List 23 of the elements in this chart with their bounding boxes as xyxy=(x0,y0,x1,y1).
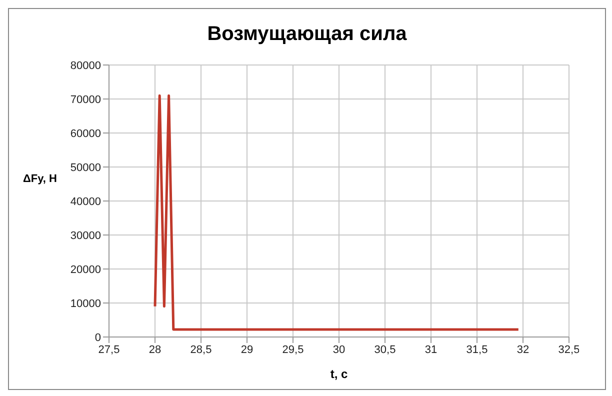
x-tick-label: 32,5 xyxy=(558,344,580,356)
y-tick-label: 50000 xyxy=(70,162,101,174)
x-tick-label: 30 xyxy=(332,344,346,356)
y-tick-label: 70000 xyxy=(70,94,101,106)
y-tick-label: 20000 xyxy=(70,264,101,276)
x-tick-label: 28 xyxy=(148,344,162,356)
y-tick-label: 60000 xyxy=(70,128,101,140)
x-tick-label: 28,5 xyxy=(190,344,212,356)
x-axis-title: t, с xyxy=(329,367,349,381)
x-tick-label: 31,5 xyxy=(466,344,488,356)
y-tick-label: 0 xyxy=(94,332,101,344)
x-tick-label: 27,5 xyxy=(98,344,120,356)
chart-title: Возмущающая сила xyxy=(206,23,408,46)
x-tick-label: 30,5 xyxy=(374,344,396,356)
y-tick-label: 30000 xyxy=(70,230,101,242)
y-tick-label: 10000 xyxy=(70,298,101,310)
y-axis-title: ΔFy, Н xyxy=(23,173,57,185)
x-tick-label: 29,5 xyxy=(282,344,304,356)
x-tick-label: 32 xyxy=(516,344,530,356)
x-tick-label: 29 xyxy=(240,344,254,356)
x-tick-label: 31 xyxy=(424,344,438,356)
y-tick-label: 80000 xyxy=(70,60,101,72)
y-tick-label: 40000 xyxy=(70,196,101,208)
